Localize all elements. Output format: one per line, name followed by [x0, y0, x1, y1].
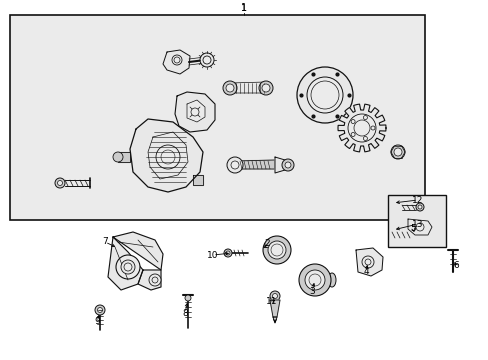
Text: 7: 7 — [102, 238, 108, 247]
Text: 3: 3 — [308, 287, 314, 296]
Polygon shape — [355, 248, 382, 276]
Circle shape — [272, 293, 277, 298]
Circle shape — [152, 277, 158, 283]
Text: 1: 1 — [241, 3, 246, 13]
Circle shape — [259, 81, 272, 95]
Ellipse shape — [327, 273, 335, 287]
Text: 9: 9 — [94, 318, 100, 327]
Circle shape — [263, 236, 290, 264]
Polygon shape — [130, 119, 203, 192]
Circle shape — [226, 157, 243, 173]
Text: 11: 11 — [265, 297, 277, 306]
Polygon shape — [235, 160, 274, 169]
Text: 1: 1 — [241, 4, 246, 13]
Circle shape — [282, 159, 293, 171]
Text: 12: 12 — [411, 195, 423, 204]
Polygon shape — [163, 50, 190, 74]
Circle shape — [224, 249, 231, 257]
Bar — [387, 195, 445, 247]
Text: 13: 13 — [411, 220, 423, 229]
Circle shape — [285, 162, 290, 168]
Circle shape — [262, 84, 269, 92]
Circle shape — [223, 81, 237, 95]
Polygon shape — [113, 232, 163, 270]
Polygon shape — [175, 92, 215, 132]
Circle shape — [97, 307, 102, 312]
Circle shape — [225, 84, 234, 92]
Polygon shape — [118, 152, 130, 162]
Circle shape — [113, 152, 123, 162]
Circle shape — [306, 77, 342, 113]
Circle shape — [296, 67, 352, 123]
Circle shape — [200, 53, 214, 67]
Circle shape — [267, 241, 285, 259]
Circle shape — [58, 180, 62, 185]
Circle shape — [269, 291, 280, 301]
Polygon shape — [186, 100, 204, 122]
Polygon shape — [269, 300, 280, 317]
Bar — [10, 15, 424, 220]
Text: 4: 4 — [363, 267, 368, 276]
Polygon shape — [193, 175, 203, 185]
Polygon shape — [229, 82, 265, 93]
Circle shape — [184, 295, 191, 301]
Circle shape — [361, 256, 373, 268]
Text: 8: 8 — [182, 309, 187, 318]
Circle shape — [415, 223, 423, 231]
Circle shape — [124, 263, 132, 271]
Circle shape — [415, 203, 423, 211]
Circle shape — [191, 108, 199, 116]
Polygon shape — [272, 317, 276, 323]
Polygon shape — [138, 270, 161, 290]
Circle shape — [390, 145, 404, 159]
Text: 6: 6 — [452, 261, 458, 270]
Circle shape — [393, 148, 401, 156]
Circle shape — [225, 251, 229, 255]
Circle shape — [156, 145, 180, 169]
Circle shape — [305, 270, 325, 290]
Polygon shape — [108, 237, 142, 290]
Circle shape — [116, 255, 140, 279]
Circle shape — [55, 178, 65, 188]
Circle shape — [149, 274, 161, 286]
Circle shape — [203, 56, 210, 64]
Text: 5: 5 — [409, 224, 415, 233]
Circle shape — [172, 55, 182, 65]
Circle shape — [347, 114, 375, 142]
Polygon shape — [407, 219, 431, 235]
Circle shape — [417, 205, 421, 209]
Polygon shape — [274, 157, 287, 173]
Circle shape — [121, 260, 135, 274]
Text: 2: 2 — [264, 239, 269, 248]
Circle shape — [95, 305, 105, 315]
Circle shape — [298, 264, 330, 296]
Text: 10: 10 — [207, 251, 218, 260]
Polygon shape — [337, 104, 385, 152]
Circle shape — [230, 161, 239, 169]
